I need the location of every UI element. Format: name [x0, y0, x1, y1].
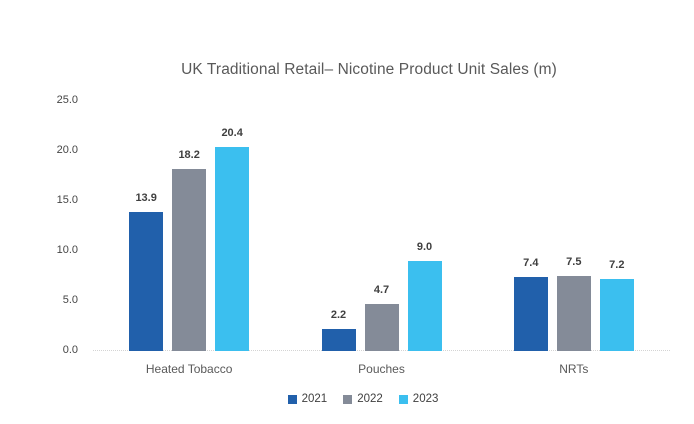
- bar-2023-pouches: [407, 261, 442, 351]
- value-label-2021-pouches: 2.2: [330, 309, 347, 321]
- category-label-heated-tobacco: Heated Tobacco: [145, 362, 233, 376]
- bar-2021-nrts: [513, 277, 548, 351]
- legend-label-2021: 2021: [301, 393, 328, 405]
- bar-2023-heated-tobacco: [215, 147, 250, 351]
- bar-2021-heated-tobacco: [129, 212, 164, 351]
- legend-label-2023: 2023: [412, 393, 439, 405]
- legend: 2021 2022 2023: [16, 393, 694, 405]
- y-tick-20-0: 20.0: [56, 144, 78, 156]
- chart-title: UK Traditional Retail– Nicotine Product …: [181, 61, 557, 78]
- y-tick-25-0: 25.0: [56, 94, 78, 106]
- value-label-2021-nrts: 7.4: [523, 257, 539, 269]
- y-tick-10-0: 10.0: [56, 244, 78, 256]
- y-tick-15-0: 15.0: [56, 194, 78, 206]
- legend-item-2021: 2021: [287, 393, 328, 405]
- legend-item-2023: 2023: [398, 393, 439, 405]
- value-label-2022-pouches: 4.7: [373, 284, 390, 296]
- legend-label-2022: 2022: [357, 393, 383, 405]
- bar-2022-pouches: [364, 304, 399, 351]
- value-label-2022-heated-tobacco: 18.2: [178, 149, 200, 161]
- bar-2021-pouches: [321, 329, 356, 351]
- category-label-pouches: Pouches: [358, 362, 405, 376]
- value-label-2023-heated-tobacco: 20.4: [221, 127, 243, 139]
- value-label-2022-nrts: 7.5: [566, 256, 582, 268]
- bar-2022-nrts: [556, 276, 591, 351]
- y-tick-5-0: 5.0: [62, 294, 78, 306]
- value-label-2021-heated-tobacco: 13.9: [135, 192, 157, 204]
- legend-item-2022: 2022: [343, 393, 383, 405]
- legend-swatch-2021: [287, 394, 297, 404]
- legend-swatch-2022: [343, 394, 353, 404]
- bar-2022-heated-tobacco: [172, 169, 207, 351]
- value-label-2023-nrts: 7.2: [609, 259, 625, 271]
- y-tick-0-0: 0.0: [62, 344, 78, 356]
- bar-2023-nrts: [599, 279, 634, 351]
- value-label-2023-pouches: 9.0: [416, 241, 433, 253]
- category-label-nrts: NRTs: [559, 362, 589, 376]
- legend-swatch-2023: [398, 394, 408, 404]
